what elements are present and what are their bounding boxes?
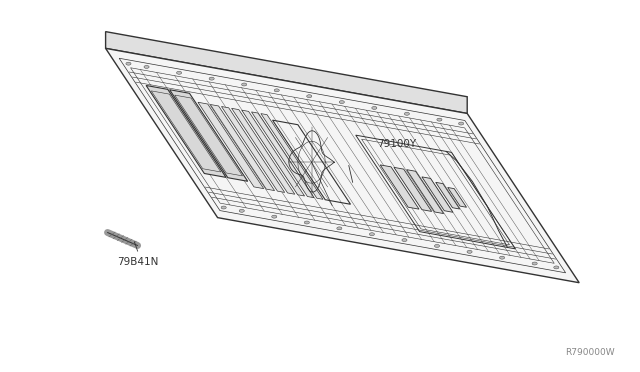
Circle shape <box>307 95 312 98</box>
Circle shape <box>209 77 214 80</box>
Polygon shape <box>380 165 419 209</box>
Circle shape <box>402 238 407 241</box>
Polygon shape <box>422 177 453 212</box>
Polygon shape <box>242 110 305 196</box>
Polygon shape <box>261 113 323 199</box>
Polygon shape <box>211 105 275 190</box>
Text: 79B41N: 79B41N <box>117 257 158 267</box>
Circle shape <box>459 122 464 125</box>
Polygon shape <box>394 167 432 211</box>
Text: 79100Y: 79100Y <box>378 139 417 149</box>
Circle shape <box>532 262 537 265</box>
Text: R790000W: R790000W <box>564 348 614 357</box>
Circle shape <box>467 250 472 253</box>
Polygon shape <box>252 112 314 198</box>
Polygon shape <box>146 86 226 177</box>
Circle shape <box>126 62 131 65</box>
Circle shape <box>339 100 344 103</box>
Polygon shape <box>106 32 467 113</box>
Circle shape <box>500 256 505 259</box>
Circle shape <box>554 266 559 269</box>
Circle shape <box>404 112 410 115</box>
Circle shape <box>369 233 374 236</box>
Circle shape <box>437 118 442 121</box>
Polygon shape <box>198 102 264 189</box>
Circle shape <box>177 71 182 74</box>
Polygon shape <box>106 48 579 283</box>
Circle shape <box>242 83 247 86</box>
Circle shape <box>272 215 277 218</box>
Circle shape <box>239 209 244 212</box>
Polygon shape <box>436 182 460 209</box>
Circle shape <box>372 106 377 109</box>
Circle shape <box>221 206 226 209</box>
Circle shape <box>435 244 440 247</box>
Circle shape <box>337 227 342 230</box>
Polygon shape <box>221 106 285 192</box>
Polygon shape <box>170 90 248 181</box>
Circle shape <box>144 65 149 68</box>
Polygon shape <box>406 170 444 214</box>
Circle shape <box>304 221 309 224</box>
Polygon shape <box>232 108 295 194</box>
Circle shape <box>274 89 279 92</box>
Polygon shape <box>448 187 467 207</box>
